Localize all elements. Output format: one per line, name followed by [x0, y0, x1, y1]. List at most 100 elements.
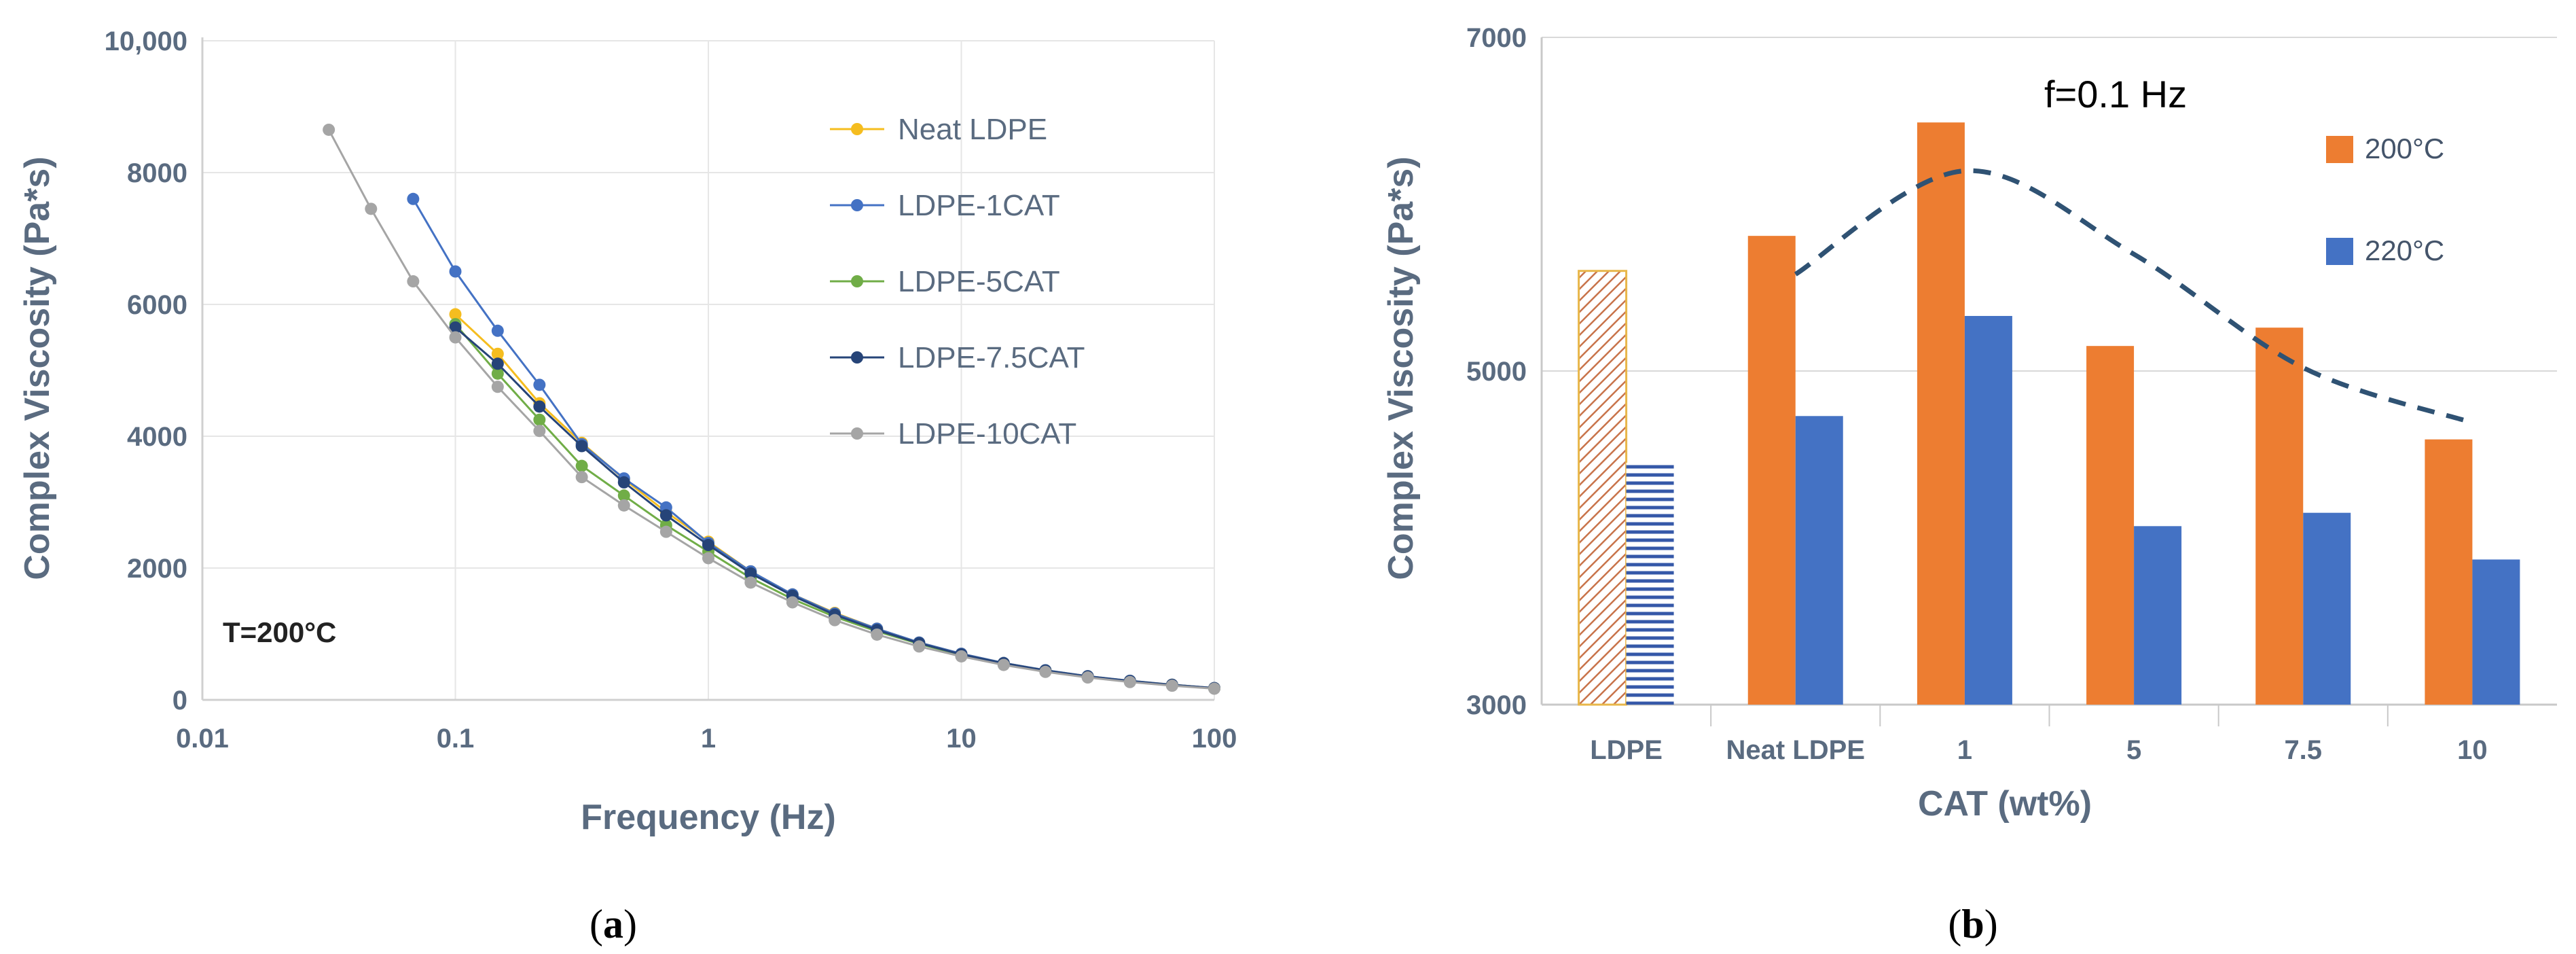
panel-a-x-tick-label: 0.1 [437, 724, 475, 754]
panel-b-y-tick-labels: 3000 5000 7000 [1466, 23, 1527, 720]
panel-a-data-point [323, 123, 335, 136]
panel-a-data-point [997, 658, 1010, 671]
panel-b-caption-close: ) [1984, 902, 1998, 947]
panel-b-trend-dashed-line [1794, 168, 2473, 425]
panel-a-temperature-annotation: T=200°C [223, 616, 336, 648]
panel-a-data-point [617, 489, 630, 502]
panel-a-data-point [491, 381, 504, 393]
panel-a-series-line [454, 326, 1215, 690]
panel-b-x-tick-label: Neat LDPE [1726, 735, 1866, 765]
panel-a-data-point [617, 499, 630, 512]
panel-a-data-point [659, 509, 672, 522]
panel-a-data-point [1123, 675, 1136, 688]
panel-a-data-point [617, 476, 630, 489]
panel-a-y-tick-label: 10,000 [105, 26, 187, 56]
panel-a-y-tick-label: 4000 [127, 422, 187, 452]
panel-a-data-point [449, 265, 462, 278]
panel-a-data-point [365, 202, 378, 215]
panel-a-legend-label: Neat LDPE [898, 113, 1047, 146]
panel-a-data-point [491, 347, 504, 360]
panel-a-caption: (a) [589, 902, 637, 947]
panel-a-legend-marker [851, 351, 863, 364]
panel-a-legend: Neat LDPE LDPE-1CAT LDPE-5CAT LDPE-7.5CAT LD… [830, 113, 1085, 450]
panel-a-data-point [829, 614, 841, 626]
panel-b-bar [1917, 122, 1965, 705]
panel-a-data-point [533, 413, 546, 426]
panel-b-x-tick-label: 10 [2457, 735, 2488, 765]
panel-b-legend-label: 200°C [2365, 132, 2444, 164]
panel-a-y-tick-label: 8000 [127, 158, 187, 188]
panel-a-series-line [412, 198, 1215, 690]
panel-a-y-tick-labels: 0 2000 4000 6000 8000 10,000 [105, 26, 187, 716]
panel-b-bar [1747, 236, 1796, 705]
panel-a-data-point [449, 308, 462, 321]
panel-a-data-point [575, 459, 588, 472]
panel-a-x-tick-label: 1 [701, 724, 716, 754]
panel-b-bar [2134, 526, 2182, 705]
panel-a-y-tick-label: 0 [173, 686, 187, 716]
panel-b-bar [1578, 270, 1628, 706]
panel-a-y-tick-label: 2000 [127, 554, 187, 584]
panel-a-data-point [744, 576, 757, 589]
panel-a-data-point [702, 552, 714, 565]
panel-a-x-tick-label: 0.01 [176, 724, 229, 754]
panel-a-data-point [407, 275, 420, 288]
panel-b-bar [2086, 346, 2135, 705]
panel-b-bar [1795, 416, 1843, 705]
panel-b-bar [1626, 463, 1674, 705]
panel-b-bars-group [1578, 122, 2520, 706]
panel-a-data-point [449, 321, 462, 334]
panel-a-series-line [454, 313, 1215, 690]
panel-a-legend-marker [851, 275, 863, 287]
panel-a-data-point [744, 567, 757, 580]
panel-a-data-point [1208, 682, 1220, 695]
panel-a-legend-marker [851, 123, 863, 135]
panel-a-series-line [327, 129, 1215, 690]
panel-a-y-axis-label: Complex Viscosity (Pa*s) [18, 156, 57, 580]
panel-a-data-point [913, 640, 926, 653]
panel-a-data-point [491, 367, 504, 380]
panel-b-caption: (b) [1948, 902, 1997, 947]
panel-a-data-point [533, 400, 546, 413]
panel-a-caption-open: ( [589, 902, 603, 947]
panel-b-caption-open: ( [1948, 902, 1961, 947]
panel-b-x-axis-label: CAT (wt%) [1918, 784, 2092, 824]
panel-b-x-tick-label: 7.5 [2284, 735, 2322, 765]
panel-a-data-point [702, 539, 714, 552]
panel-a-data-point [449, 331, 462, 344]
panel-a-data-point [575, 471, 588, 484]
panel-b-legend-swatch [2326, 136, 2353, 163]
panel-b-bar [2425, 439, 2473, 705]
panel-a-legend-label: LDPE-1CAT [898, 189, 1060, 222]
panel-a-legend-label: LDPE-7.5CAT [898, 341, 1085, 374]
panel-b-bar [2255, 328, 2304, 705]
panel-a-data-point [575, 440, 588, 453]
panel-b-caption-letter: b [1961, 902, 1984, 947]
panel-b-legend-swatch [2326, 238, 2353, 265]
panel-b-y-axis-label: Complex Viscosity (Pa*s) [1381, 156, 1421, 580]
panel-a-y-tick-label: 6000 [127, 290, 187, 320]
panel-a-x-axis-label: Frequency (Hz) [581, 798, 836, 837]
panel-a-data-point [491, 357, 504, 370]
panel-b-y-tick-label: 3000 [1466, 690, 1527, 720]
panel-a-gridlines [202, 40, 1215, 701]
panel-b-legend-label: 220°C [2365, 234, 2444, 266]
panel-b-legend: 200°C 220°C [2326, 132, 2444, 266]
panel-a-data-point [407, 192, 420, 205]
panel-a-data-point [659, 525, 672, 538]
panel-a-x-tick-label: 100 [1192, 724, 1237, 754]
panel-a-data-point [786, 596, 799, 609]
panel-a-legend-label: LDPE-5CAT [898, 265, 1060, 298]
panel-a-data-point [533, 425, 546, 438]
panel-a-legend-marker [851, 199, 863, 211]
panel-a-data-point [491, 324, 504, 337]
panel-a-data-point [1039, 665, 1052, 678]
panel-b-x-tick-label: 1 [1957, 735, 1972, 765]
panel-a-series-line [454, 323, 1215, 690]
panel-a-x-tick-label: 10 [946, 724, 977, 754]
panel-a-data-point [1165, 679, 1178, 692]
panel-b-bar [1964, 315, 2012, 705]
panel-a-caption-letter: a [603, 902, 623, 947]
